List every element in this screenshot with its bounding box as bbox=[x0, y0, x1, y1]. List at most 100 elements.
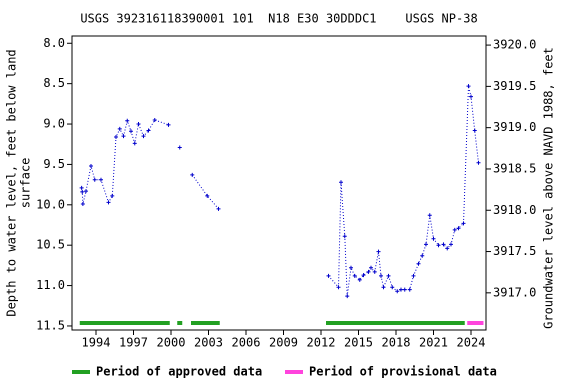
data-point bbox=[92, 177, 97, 182]
y2-tick-label: 3918.0 bbox=[493, 203, 536, 217]
x-tick-label: 2012 bbox=[307, 336, 336, 350]
period-bar bbox=[79, 321, 170, 325]
data-point bbox=[424, 242, 428, 247]
data-point bbox=[129, 129, 133, 134]
data-point bbox=[431, 236, 436, 241]
data-point bbox=[411, 273, 416, 278]
y2-tick-label: 3917.5 bbox=[493, 244, 536, 258]
data-point bbox=[449, 242, 453, 247]
data-point bbox=[205, 193, 210, 198]
y-tick-label: 10.0 bbox=[36, 197, 65, 211]
data-point bbox=[456, 226, 461, 231]
data-point bbox=[376, 249, 381, 254]
x-tick-label: 2000 bbox=[157, 336, 186, 350]
data-point bbox=[336, 285, 341, 290]
legend-label: Period of approved data bbox=[96, 365, 262, 379]
data-point bbox=[441, 242, 446, 247]
data-point bbox=[80, 189, 85, 194]
data-point bbox=[402, 287, 407, 292]
data-point bbox=[177, 145, 182, 150]
x-tick-label: 1997 bbox=[119, 336, 148, 350]
x-tick-label: 2003 bbox=[194, 336, 223, 350]
data-point bbox=[141, 134, 146, 139]
period-bar bbox=[177, 321, 183, 325]
data-point bbox=[99, 177, 103, 182]
y-tick-label: 11.5 bbox=[36, 318, 65, 332]
data-point bbox=[136, 122, 141, 127]
plot-frame bbox=[71, 35, 487, 331]
data-point bbox=[216, 206, 221, 211]
data-point bbox=[372, 269, 377, 274]
data-point bbox=[466, 84, 471, 89]
x-tick-label: 1994 bbox=[82, 336, 111, 350]
x-tick-label: 2018 bbox=[382, 336, 411, 350]
data-point bbox=[445, 246, 450, 251]
data-point bbox=[349, 265, 353, 270]
y-tick-label: 8.5 bbox=[43, 76, 65, 90]
data-point bbox=[342, 234, 347, 239]
data-point bbox=[117, 126, 122, 131]
data-point bbox=[114, 134, 118, 139]
x-tick-label: 2021 bbox=[419, 336, 448, 350]
data-point bbox=[461, 221, 466, 226]
data-point bbox=[345, 294, 350, 299]
data-point bbox=[381, 285, 386, 290]
y-tick-label: 11.0 bbox=[36, 278, 65, 292]
data-point bbox=[152, 118, 157, 122]
data-point bbox=[166, 122, 171, 127]
data-point bbox=[420, 253, 425, 258]
y-tick-label: 9.0 bbox=[43, 117, 65, 131]
data-point bbox=[472, 128, 477, 133]
data-point bbox=[352, 273, 357, 278]
data-point bbox=[132, 141, 137, 146]
data-point bbox=[427, 213, 432, 218]
y-tick-label: 10.5 bbox=[36, 238, 65, 252]
data-point bbox=[366, 269, 371, 274]
x-tick-label: 2024 bbox=[457, 336, 486, 350]
x-tick-label: 2015 bbox=[344, 336, 373, 350]
data-point bbox=[80, 202, 85, 206]
y2-tick-label: 3920.0 bbox=[493, 38, 536, 52]
y-tick-label: 9.5 bbox=[43, 157, 65, 171]
data-point bbox=[369, 265, 373, 270]
data-point bbox=[476, 160, 481, 165]
data-point bbox=[121, 134, 126, 139]
data-point bbox=[79, 185, 84, 190]
legend-label: Period of provisional data bbox=[309, 365, 497, 379]
y-axis-label: Depth to water level, feet below land bbox=[5, 49, 19, 316]
data-point bbox=[339, 180, 343, 185]
y2-axis-label: Groundwater level above NAVD 1988, feet bbox=[542, 47, 556, 329]
data-point bbox=[89, 164, 93, 169]
y-axis-label: surface bbox=[19, 158, 33, 209]
data-point bbox=[379, 273, 383, 278]
data-point bbox=[452, 227, 457, 232]
period-bar bbox=[191, 321, 220, 325]
period-bar bbox=[326, 321, 465, 325]
data-point bbox=[436, 243, 441, 248]
x-tick-label: 2009 bbox=[269, 336, 298, 350]
data-point bbox=[357, 277, 362, 282]
data-point bbox=[469, 94, 473, 99]
data-point bbox=[125, 118, 130, 123]
data-point bbox=[84, 189, 88, 194]
period-bar bbox=[467, 321, 484, 325]
y-tick-label: 8.0 bbox=[43, 36, 65, 50]
data-point bbox=[390, 285, 395, 290]
data-point bbox=[106, 200, 111, 205]
y2-tick-label: 3918.5 bbox=[493, 161, 536, 175]
y2-tick-label: 3919.0 bbox=[493, 120, 536, 134]
data-point bbox=[407, 287, 412, 292]
y2-tick-label: 3917.0 bbox=[493, 285, 536, 299]
data-point bbox=[361, 273, 366, 278]
data-point bbox=[146, 128, 151, 133]
x-tick-label: 2006 bbox=[232, 336, 261, 350]
data-point bbox=[110, 193, 115, 198]
data-point bbox=[395, 289, 400, 294]
y2-tick-label: 3919.5 bbox=[493, 79, 536, 93]
chart-title: USGS 392316118390001 101 N18 E30 30DDDC1… bbox=[80, 12, 477, 26]
data-point bbox=[399, 287, 403, 292]
data-point bbox=[416, 261, 421, 266]
data-point bbox=[326, 273, 331, 278]
data-point bbox=[190, 172, 195, 177]
